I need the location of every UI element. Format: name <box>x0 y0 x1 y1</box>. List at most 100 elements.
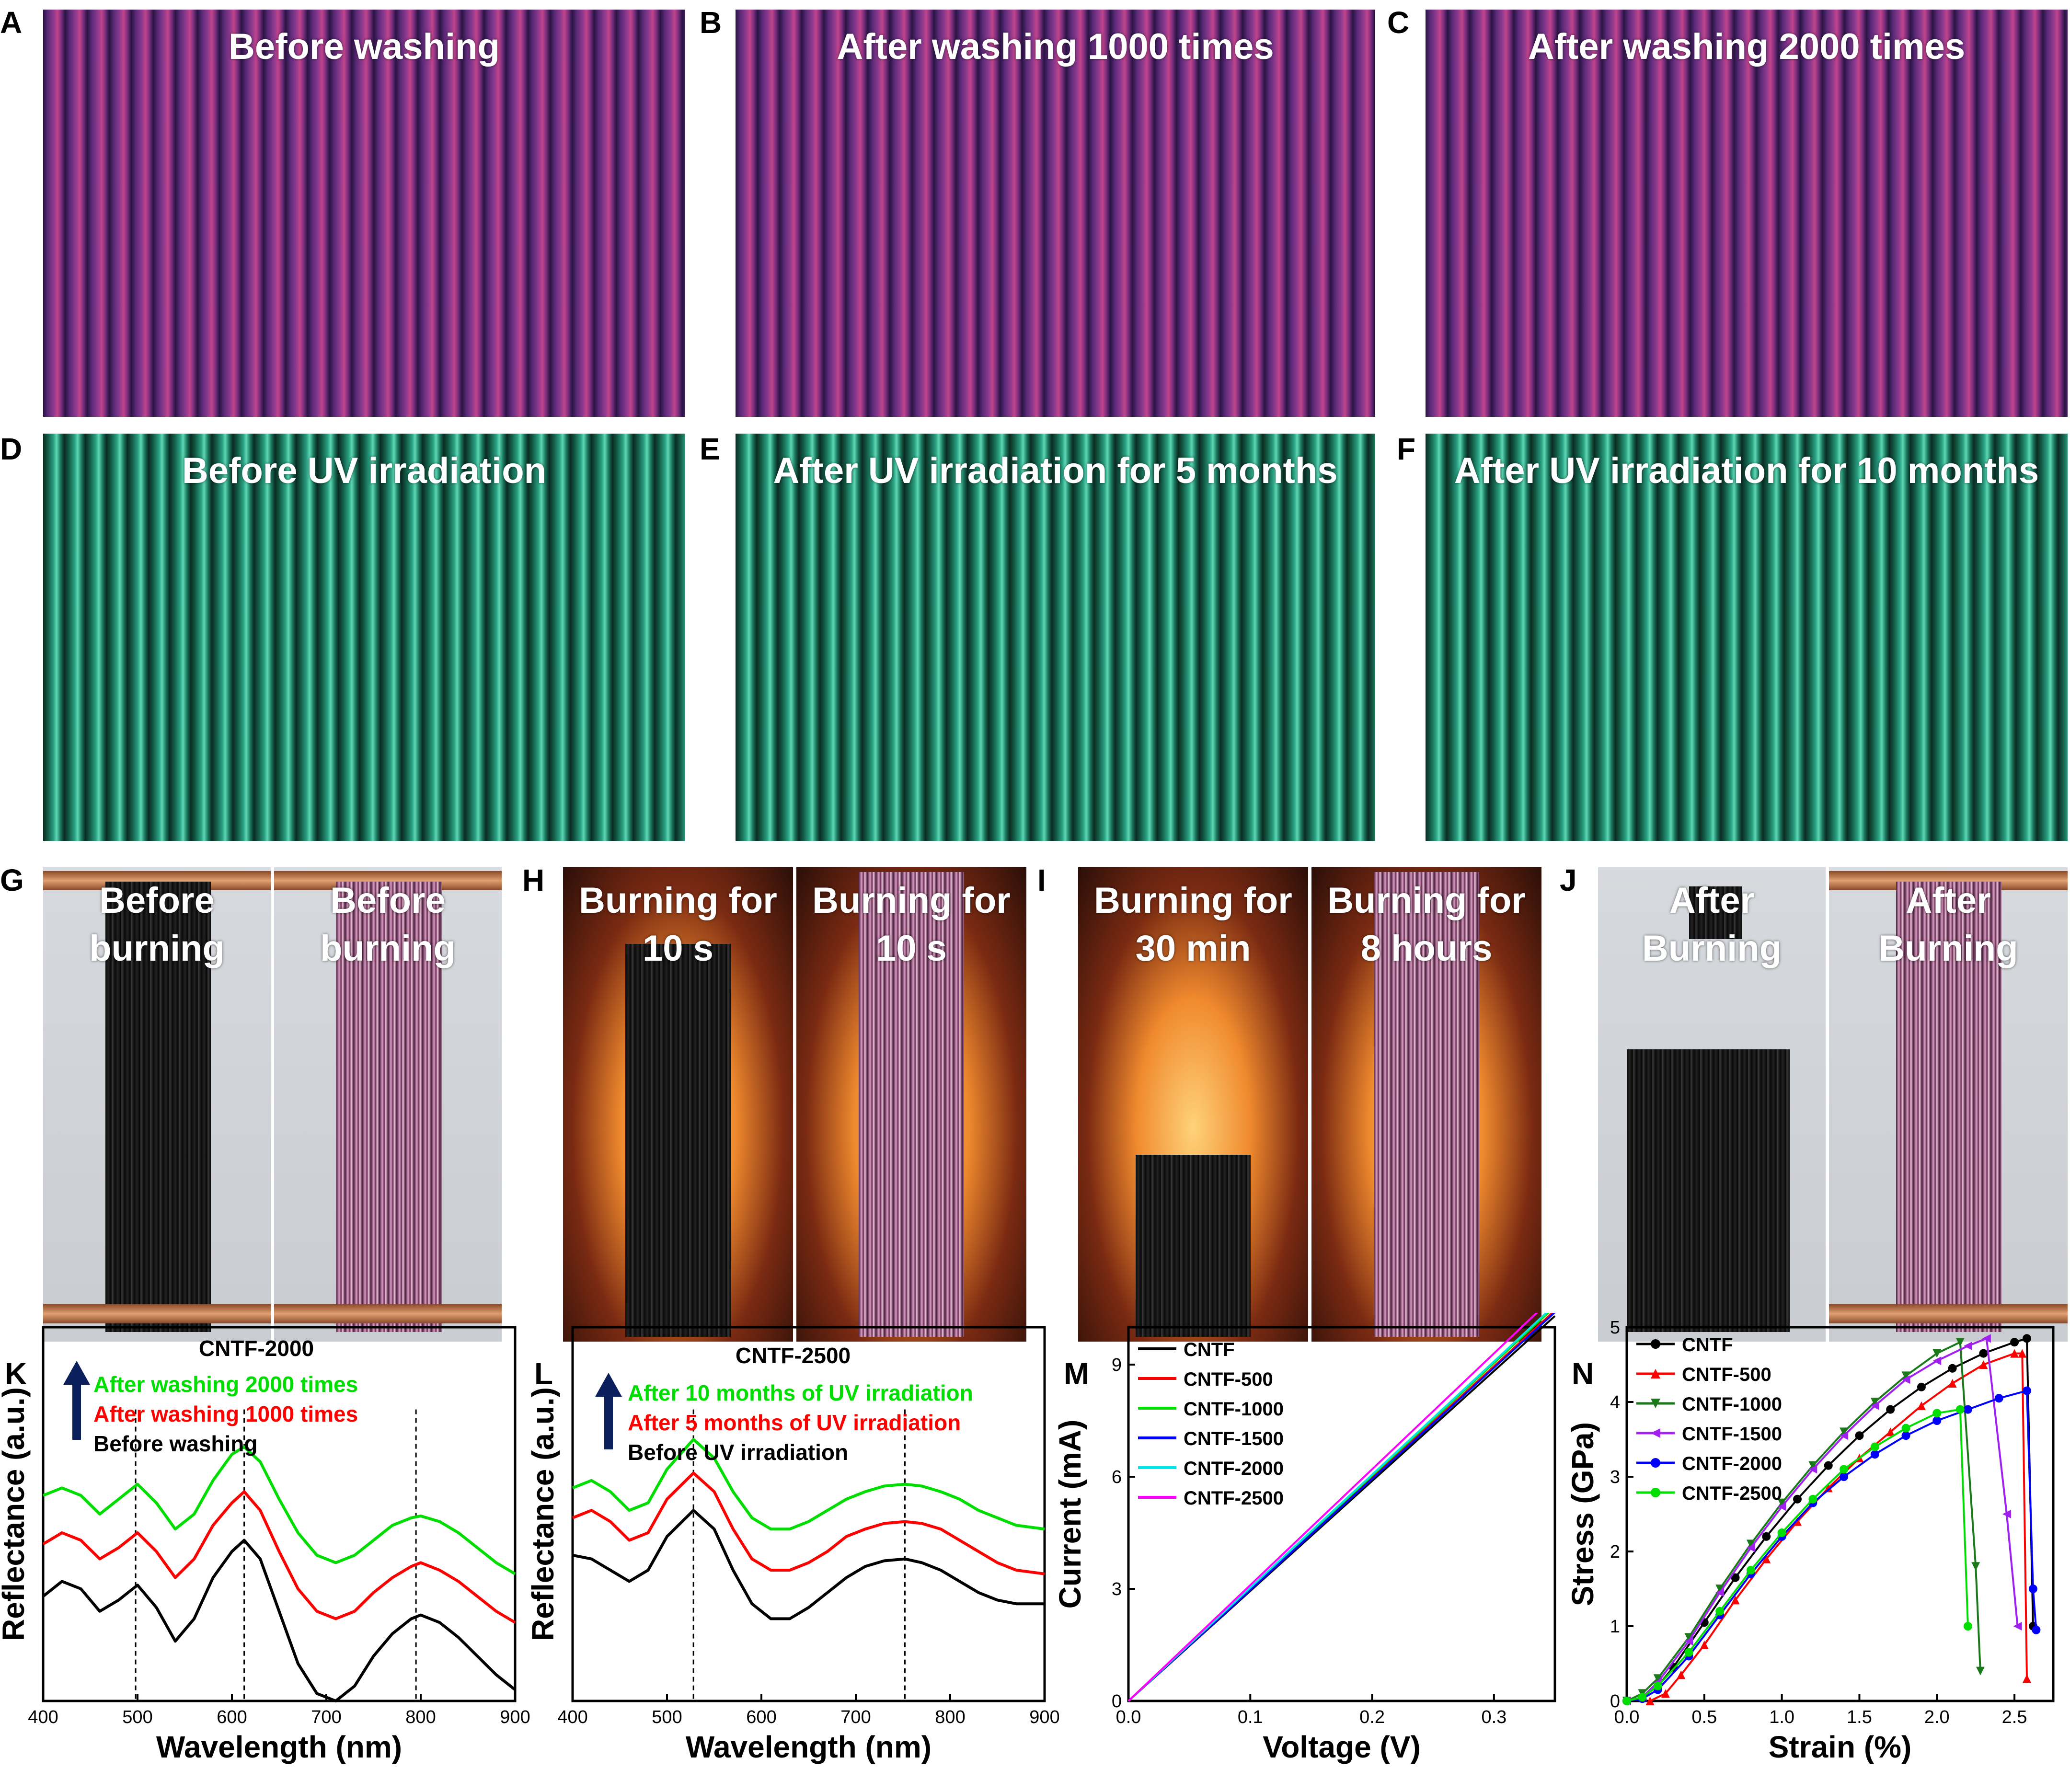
data-point <box>1901 1424 1910 1433</box>
data-point <box>1808 1461 1817 1470</box>
photo-title: Burning for 30 min <box>1094 880 1292 969</box>
data-point <box>2022 1386 2031 1395</box>
data-point <box>2032 1625 2041 1634</box>
coated-yarn <box>336 882 442 1332</box>
panel-letter-d: D <box>0 432 23 466</box>
panel-letter-n: N <box>1572 1356 1594 1391</box>
panel-letter-k: K <box>5 1356 27 1391</box>
data-point <box>2022 1334 2031 1343</box>
x-tick-label: 2.0 <box>1924 1707 1950 1727</box>
legend-marker <box>1651 1458 1660 1468</box>
data-point <box>1840 1465 1849 1474</box>
panel-letter-b: B <box>700 5 722 40</box>
y-tick-label: 5 <box>1610 1318 1620 1338</box>
legend-entry: CNTF <box>1184 1339 1235 1360</box>
data-point <box>1840 1427 1849 1436</box>
x-tick-label: 900 <box>500 1707 530 1727</box>
legend-entry: CNTF-1000 <box>1682 1394 1782 1415</box>
plot-frame <box>1127 1326 1556 1702</box>
photo-title: Before washing <box>229 26 500 67</box>
data-point <box>1964 1622 1972 1631</box>
cnt-yarn-remnant-bottom <box>1627 1049 1790 1332</box>
copper-clamp <box>274 1304 502 1323</box>
x-tick-label: 0.1 <box>1238 1707 1263 1727</box>
series-line-0 <box>42 1445 516 1575</box>
data-point <box>1870 1401 1879 1410</box>
data-point <box>2002 1510 2011 1518</box>
x-tick-label: 500 <box>652 1707 682 1727</box>
y-tick-label: 2 <box>1610 1542 1620 1562</box>
data-point <box>1653 1681 1662 1690</box>
cnt-yarn-remnant-top <box>1689 886 1742 939</box>
photo-title: Before UV irradiation <box>182 450 547 491</box>
data-point <box>1979 1360 1988 1369</box>
data-point <box>1715 1588 1725 1597</box>
y-tick-label: 0 <box>1112 1691 1122 1712</box>
data-point <box>1994 1394 2003 1403</box>
legend-entry: After 10 months of UV irradiation <box>628 1380 973 1405</box>
photo-title: Before burning <box>89 880 225 969</box>
data-point <box>1824 1483 1833 1493</box>
x-tick-label: 2.5 <box>2002 1707 2027 1727</box>
data-point <box>1955 1338 1965 1347</box>
data-point <box>1948 1364 1957 1373</box>
series-line-CNTF-1500 <box>1626 1337 2019 1702</box>
x-tick-label: 400 <box>557 1707 587 1727</box>
x-axis-label: Wavelength (nm) <box>686 1730 932 1764</box>
photo-after-uv-5-months: After UV irradiation for 5 months <box>736 434 1375 841</box>
y-axis-label: Stress (GPa) <box>1565 1422 1600 1606</box>
data-point <box>1932 1409 1942 1418</box>
panel-letter-l: L <box>534 1356 553 1391</box>
photo-after-washing-1000: After washing 1000 times <box>736 10 1375 417</box>
data-point <box>1917 1382 1926 1391</box>
photo-j-left: After Burning <box>1598 867 1826 1342</box>
data-point <box>1971 1562 1980 1571</box>
series-line-1 <box>572 1471 1045 1575</box>
data-point <box>1870 1450 1879 1459</box>
legend-marker <box>1651 1428 1660 1438</box>
photo-i-left: Burning for 30 min <box>1078 867 1308 1342</box>
data-point <box>1777 1528 1786 1537</box>
x-tick-label: 500 <box>122 1707 152 1727</box>
x-tick-label: 700 <box>311 1707 341 1727</box>
x-tick-label: 900 <box>1029 1707 1059 1727</box>
data-point <box>1793 1494 1802 1504</box>
coated-yarn <box>859 872 964 1337</box>
panel-letter-a: A <box>0 5 23 40</box>
legend-marker <box>1651 1399 1660 1408</box>
data-point <box>1715 1585 1725 1593</box>
panel-letter-h: H <box>522 863 545 897</box>
cnt-yarn <box>625 944 731 1337</box>
data-point <box>2010 1338 2019 1347</box>
data-point <box>2013 1622 2022 1631</box>
coated-yarn <box>1896 882 2001 1332</box>
data-point <box>1700 1641 1709 1649</box>
data-point <box>1793 1517 1802 1526</box>
chart-m-iv-curve: 0.0 0.1 0.2 0.3 0 3 6 9 Voltage (V) Current (mA) C… <box>1054 1313 1556 1764</box>
plot-frame <box>1625 1326 2055 1702</box>
photo-i-right: Burning for 8 hours <box>1311 867 1541 1342</box>
x-tick-label: 1.5 <box>1847 1707 1872 1727</box>
data-point <box>1840 1431 1849 1440</box>
x-tick-label: 700 <box>840 1707 871 1727</box>
data-point <box>1638 1693 1647 1702</box>
data-point <box>1932 1349 1942 1358</box>
data-point <box>1870 1442 1879 1451</box>
panel-letter-c: C <box>1387 5 1410 40</box>
data-point <box>1824 1461 1833 1470</box>
photo-before-washing: Before washing <box>43 10 685 417</box>
legend-entry: CNTF-1500 <box>1184 1428 1284 1449</box>
data-point <box>1901 1375 1910 1384</box>
data-point <box>1777 1502 1786 1511</box>
y-tick-label: 3 <box>1112 1579 1122 1599</box>
x-tick-label: 0.2 <box>1359 1707 1385 1727</box>
data-point <box>1917 1401 1926 1410</box>
data-point <box>1932 1356 1942 1366</box>
cnt-yarn <box>105 882 211 1332</box>
data-point <box>1808 1465 1817 1474</box>
cnt-yarn <box>1136 1155 1251 1337</box>
y-axis-label: Reflectance (a.u.) <box>0 1387 31 1641</box>
photo-title: After washing 1000 times <box>837 26 1274 67</box>
x-axis-label: Wavelength (nm) <box>156 1730 402 1764</box>
legend-entry: CNTF <box>1682 1334 1733 1355</box>
